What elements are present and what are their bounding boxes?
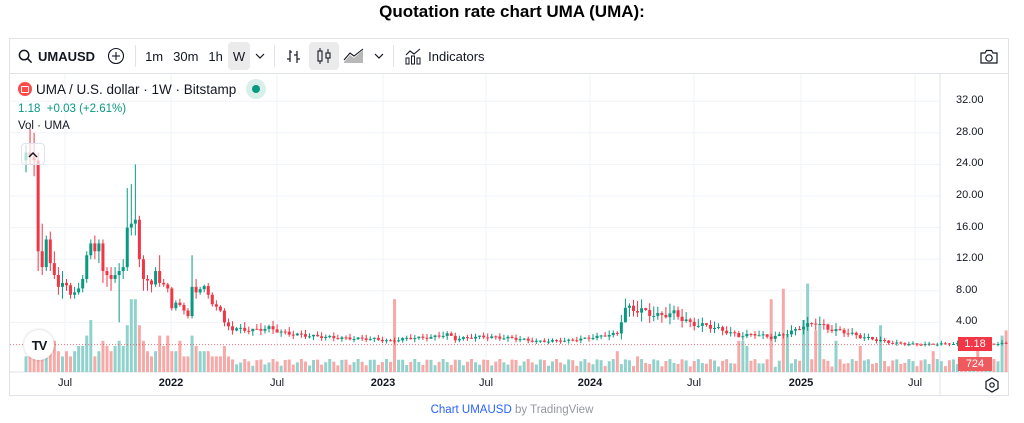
- chevron-down-icon: [374, 53, 384, 59]
- legend-change: +0.03 (+2.61%): [46, 103, 127, 115]
- interval-dropdown-button[interactable]: [250, 42, 270, 70]
- tradingview-logo[interactable]: TV: [24, 330, 54, 360]
- chevron-up-icon: [28, 151, 38, 158]
- chart-type-candles-button[interactable]: [309, 42, 340, 70]
- interval-1m[interactable]: 1m: [145, 48, 164, 64]
- interval-30m[interactable]: 30m: [173, 48, 199, 64]
- bars-icon: [287, 50, 301, 63]
- chart-type-dropdown-button[interactable]: [369, 42, 389, 70]
- search-icon: [18, 49, 33, 63]
- chart-type-area-button[interactable]: [339, 42, 369, 70]
- chevron-down-icon: [255, 53, 265, 59]
- time-tick: Jul: [686, 377, 702, 389]
- legend-volume-label: Vol · UMA: [18, 120, 70, 132]
- interval-1h[interactable]: 1h: [208, 48, 223, 64]
- uma-logo-icon: [18, 82, 32, 96]
- price-tick: 12.00: [956, 252, 984, 265]
- time-tick: 2022: [158, 377, 184, 389]
- attribution-text: by TradingView: [511, 404, 594, 416]
- toolbar-divider: [274, 45, 276, 67]
- price-tick: 32.00: [956, 94, 984, 107]
- market-status-indicator[interactable]: [246, 79, 267, 99]
- chart-type-bars-button[interactable]: [279, 42, 309, 70]
- indicators-icon: [405, 48, 421, 65]
- time-tick: 2023: [370, 377, 396, 389]
- interval-w[interactable]: W: [227, 42, 251, 70]
- chart-legend: UMA / U.S. dollar · 1W · Bitstamp 1.18 +…: [18, 79, 267, 132]
- time-tick: Jul: [907, 377, 923, 389]
- snapshot-button[interactable]: [976, 43, 1002, 71]
- legend-price-row: 1.18 +0.03 (+2.61%): [18, 103, 266, 115]
- plus-circle-icon: [108, 47, 125, 65]
- legend-last-price: 1.18: [18, 103, 41, 115]
- area-icon: [343, 48, 364, 63]
- live-dot-icon: [252, 85, 261, 93]
- last-volume-label: 724: [958, 357, 992, 371]
- price-tick: 8.00: [956, 283, 978, 296]
- collapse-legend-button[interactable]: [21, 143, 45, 165]
- chart-link[interactable]: Chart UMAUSD: [430, 404, 512, 416]
- compare-symbol-button[interactable]: [101, 42, 131, 70]
- chart-widget: UMAUSD 1m 30m 1h W Indicators: [9, 38, 1009, 396]
- indicators-button[interactable]: Indicators: [398, 42, 490, 70]
- time-tick: Jul: [478, 377, 494, 389]
- time-tick: Jul: [57, 377, 73, 389]
- price-tick: 16.00: [956, 220, 984, 233]
- legend-title: UMA / U.S. dollar · 1W · Bitstamp: [36, 81, 237, 97]
- price-tick: 28.00: [956, 125, 984, 138]
- gear-icon: [985, 377, 999, 393]
- chart-settings-button[interactable]: [984, 377, 1000, 393]
- chart-attribution: Chart UMAUSD by TradingView: [0, 404, 1024, 416]
- toolbar-divider: [393, 45, 395, 67]
- price-tick: 4.00: [956, 315, 978, 328]
- price-tick: 20.00: [956, 189, 984, 201]
- camera-icon: [980, 49, 998, 64]
- time-tick: Jul: [269, 377, 285, 389]
- indicators-label: Indicators: [428, 48, 485, 64]
- last-price-label: 1.18: [958, 337, 992, 351]
- page-title: Quotation rate chart UMA (UMA):: [379, 2, 645, 21]
- symbol-search-button[interactable]: UMAUSD: [10, 42, 101, 70]
- price-chart-canvas[interactable]: [10, 39, 1008, 395]
- time-tick: 2024: [577, 377, 603, 389]
- price-tick: 24.00: [956, 157, 984, 170]
- chart-toolbar: UMAUSD 1m 30m 1h W Indicators: [10, 39, 1008, 74]
- symbol-label: UMAUSD: [38, 48, 96, 64]
- time-tick: 2025: [788, 377, 814, 389]
- candles-icon: [317, 48, 331, 64]
- toolbar-divider: [135, 45, 137, 67]
